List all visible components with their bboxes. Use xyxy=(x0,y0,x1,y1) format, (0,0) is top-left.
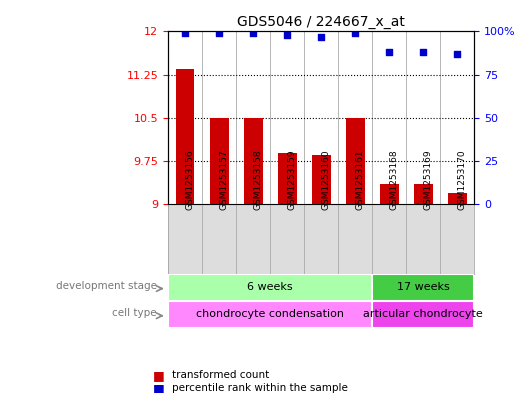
Text: GSM1253156: GSM1253156 xyxy=(185,149,194,210)
Bar xyxy=(448,193,467,204)
Text: GSM1253170: GSM1253170 xyxy=(457,149,466,210)
Text: articular chondrocyte: articular chondrocyte xyxy=(364,309,483,320)
Bar xyxy=(312,155,331,204)
Text: development stage: development stage xyxy=(56,281,157,291)
Bar xyxy=(244,118,262,204)
Text: 17 weeks: 17 weeks xyxy=(397,282,449,292)
Text: GSM1253168: GSM1253168 xyxy=(390,149,398,210)
Text: ■: ■ xyxy=(153,369,165,382)
Text: GSM1253158: GSM1253158 xyxy=(253,149,262,210)
Text: chondrocyte condensation: chondrocyte condensation xyxy=(196,309,344,320)
Point xyxy=(453,51,462,57)
Point xyxy=(419,49,428,55)
Bar xyxy=(414,184,432,204)
Text: percentile rank within the sample: percentile rank within the sample xyxy=(172,383,348,393)
Text: GSM1253159: GSM1253159 xyxy=(287,149,296,210)
Bar xyxy=(168,301,372,328)
Point xyxy=(283,32,292,38)
Point xyxy=(181,30,189,36)
Point xyxy=(385,49,394,55)
Text: 6 weeks: 6 weeks xyxy=(248,282,293,292)
Bar xyxy=(346,118,365,204)
Title: GDS5046 / 224667_x_at: GDS5046 / 224667_x_at xyxy=(237,15,405,29)
Text: GSM1253169: GSM1253169 xyxy=(423,149,432,210)
Bar xyxy=(176,69,195,204)
Text: ■: ■ xyxy=(153,382,165,393)
Point xyxy=(215,30,224,36)
Text: GSM1253161: GSM1253161 xyxy=(355,149,364,210)
Bar xyxy=(372,301,474,328)
Text: GSM1253157: GSM1253157 xyxy=(219,149,228,210)
Bar xyxy=(168,274,372,301)
Text: GSM1253160: GSM1253160 xyxy=(321,149,330,210)
Bar xyxy=(380,184,399,204)
Text: transformed count: transformed count xyxy=(172,370,269,380)
Text: cell type: cell type xyxy=(112,308,157,318)
Bar xyxy=(278,152,297,204)
Point xyxy=(351,30,359,36)
Point xyxy=(249,30,258,36)
Bar xyxy=(372,274,474,301)
Bar xyxy=(210,118,228,204)
Point xyxy=(317,33,325,40)
